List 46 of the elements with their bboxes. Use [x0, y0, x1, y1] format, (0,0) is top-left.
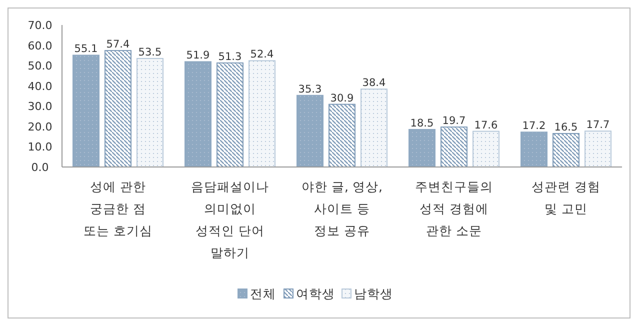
data-label: 52.4 — [250, 48, 274, 61]
data-label: 53.5 — [138, 46, 162, 58]
bar — [584, 130, 612, 168]
bar — [552, 133, 580, 168]
data-label: 51.3 — [218, 50, 242, 63]
bar — [440, 126, 468, 168]
bar — [408, 128, 436, 168]
bar — [296, 94, 324, 168]
data-label: 19.7 — [442, 115, 466, 128]
y-tick-label: 0.0 — [31, 161, 49, 174]
x-tick-label: 성에 관한 궁금한 점 또는 호기심 — [84, 179, 152, 238]
data-label: 38.4 — [362, 77, 386, 90]
bar — [72, 54, 100, 168]
bar — [136, 58, 164, 168]
legend-label: 여학생 — [296, 286, 335, 301]
y-tick-label: 40.0 — [28, 80, 52, 93]
bar — [248, 60, 276, 168]
y-tick-label: 60.0 — [28, 39, 52, 52]
x-tick-label: 음담패설이나 의미없이 성적인 단어 말하기 — [191, 179, 269, 260]
data-label: 55.1 — [74, 43, 98, 56]
y-tick-label: 10.0 — [28, 140, 52, 154]
data-label: 51.9 — [186, 50, 210, 62]
data-label: 16.5 — [554, 122, 578, 134]
y-tick-label: 20.0 — [28, 120, 52, 134]
bar — [472, 130, 500, 168]
bar — [328, 104, 356, 168]
x-tick-label: 주변친구들의 성적 경험에 관한 소문 — [415, 179, 493, 238]
data-label: 30.9 — [330, 92, 354, 104]
data-label: 57.4 — [106, 38, 130, 51]
bar — [520, 132, 548, 168]
bar — [216, 62, 244, 168]
y-tick-label: 70.0 — [28, 19, 52, 32]
data-label: 17.2 — [522, 120, 546, 132]
data-label: 35.3 — [298, 83, 322, 96]
x-tick-label: 성관련 경험 및 고민 — [532, 179, 600, 216]
legend-label: 남학생 — [354, 286, 393, 301]
y-tick-label: 50.0 — [28, 60, 52, 73]
bar — [184, 61, 212, 168]
x-tick-label: 야한 글, 영상, 사이트 등 정보 공유 — [302, 179, 382, 238]
data-label: 17.7 — [586, 119, 610, 132]
bar — [360, 88, 388, 168]
legend-label: 전체 — [250, 286, 276, 301]
bar — [104, 50, 132, 168]
data-label: 18.5 — [410, 117, 434, 130]
y-tick-label: 30.0 — [28, 100, 52, 114]
data-label: 17.6 — [474, 119, 498, 132]
